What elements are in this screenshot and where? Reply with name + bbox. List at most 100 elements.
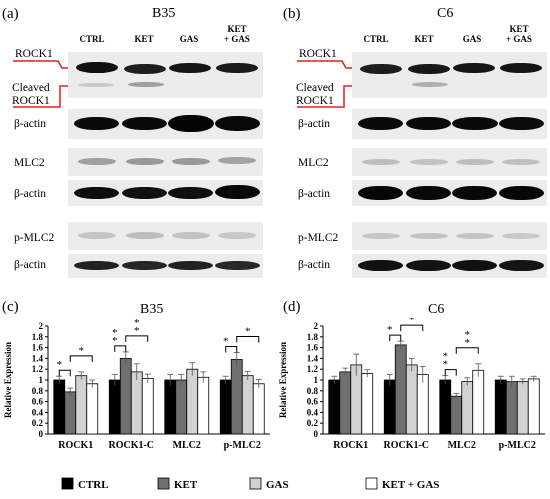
bar-ctrl xyxy=(494,379,507,435)
panel-label-a: (a) xyxy=(2,6,19,22)
x-tick-label: p-MLC2 xyxy=(224,440,261,451)
y-tick-label: 2 xyxy=(314,321,319,331)
blot-pmlc2-a xyxy=(68,222,263,250)
y-tick-label: 0.6 xyxy=(307,397,319,407)
blot-actin2-b xyxy=(352,180,547,206)
panel-label-c: (c) xyxy=(2,299,19,315)
significance-bracket xyxy=(125,335,149,342)
y-tick-label: 0 xyxy=(314,429,319,439)
bar-ket-gas xyxy=(252,383,265,435)
x-tick-label: ROCK1 xyxy=(58,440,93,451)
y-tick-label: 0.6 xyxy=(32,397,44,407)
significance-bracket xyxy=(225,345,238,353)
bar-ctrl xyxy=(164,379,177,435)
bar-ket xyxy=(119,358,132,435)
col-header-ket-a: KET xyxy=(134,34,154,44)
y-tick-label: 1.6 xyxy=(307,343,319,353)
bar-chart-d: Relative Expression00.20.40.60.811.21.41… xyxy=(278,318,545,451)
significance-star: * xyxy=(134,325,140,337)
bar-ctrl xyxy=(219,379,232,435)
significance-star: * xyxy=(465,329,471,341)
significance-bracket xyxy=(236,335,260,343)
y-axis-label: Relative Expression xyxy=(3,342,13,418)
legend-swatch xyxy=(61,477,74,490)
bar-ctrl xyxy=(383,379,396,435)
significance-star: * xyxy=(443,351,449,363)
bar-ket xyxy=(450,395,463,435)
row-label-pmlc2-a: p-MLC2 xyxy=(14,232,55,244)
bar-ket-gas xyxy=(416,374,429,435)
y-tick-label: 1.8 xyxy=(32,332,44,342)
significance-bracket xyxy=(58,369,71,377)
significance-bracket xyxy=(389,334,402,342)
row-label-mlc2-b: MLC2 xyxy=(298,157,329,169)
row-label-rock1-a: ROCK1 xyxy=(15,48,53,60)
row-label-cleaved-rock1-b: Cleaved ROCK1 xyxy=(296,82,334,107)
red-bracket-b xyxy=(297,60,356,108)
legend-swatch xyxy=(365,477,378,490)
col-header-ketgas-a: KET + GAS xyxy=(224,24,250,44)
y-tick-label: 0.4 xyxy=(307,407,319,417)
chart-title-c: B35 xyxy=(140,302,164,317)
bar-ket xyxy=(175,379,188,435)
panel-label-b: (b) xyxy=(283,6,301,22)
significance-star: * xyxy=(409,318,415,326)
blot-rock1-a xyxy=(68,52,263,98)
x-tick-label: ROCK1 xyxy=(333,440,368,451)
y-tick-label: 1.2 xyxy=(32,364,44,374)
x-tick-label: ROCK1-C xyxy=(383,440,429,451)
row-label-mlc2-a: MLC2 xyxy=(14,157,45,169)
legend-label: KET + GAS xyxy=(382,479,439,491)
legend-label: GAS xyxy=(266,479,289,491)
row-label-actin3-b: β-actin xyxy=(298,259,331,271)
bar-ket-gas xyxy=(361,373,374,435)
y-tick-label: 1.8 xyxy=(307,332,319,342)
bar-ket-gas xyxy=(472,369,485,435)
chart-title-d: C6 xyxy=(428,302,445,317)
row-label-actin1-a: β-actin xyxy=(14,118,47,130)
legend-label: KET xyxy=(174,479,198,491)
row-label-actin2-b: β-actin xyxy=(298,188,331,200)
panel-title-b: C6 xyxy=(437,6,454,21)
y-tick-label: 1.4 xyxy=(32,353,44,363)
col-header-gas-a: GAS xyxy=(179,34,199,44)
x-tick-label: p-MLC2 xyxy=(499,440,536,451)
blot-actin2-a xyxy=(68,180,263,206)
row-label-pmlc2-b: p-MLC2 xyxy=(298,232,339,244)
bar-gas xyxy=(461,381,474,435)
blot-actin3-a xyxy=(68,254,263,278)
x-tick-label: ROCK1-C xyxy=(108,440,154,451)
y-tick-label: 1.6 xyxy=(32,343,44,353)
y-tick-label: 0 xyxy=(39,429,44,439)
bar-ket-gas xyxy=(86,383,99,435)
bar-ket xyxy=(394,344,407,435)
significance-star: * xyxy=(465,337,471,349)
significance-star: * xyxy=(387,324,393,336)
legend-swatch xyxy=(249,477,262,490)
significance-bracket xyxy=(444,369,457,376)
bar-ket xyxy=(339,371,352,435)
bar-ctrl xyxy=(439,379,452,435)
bar-ket xyxy=(64,391,77,435)
bar-gas xyxy=(516,381,529,435)
significance-star: * xyxy=(57,359,63,371)
col-header-gas-b: GAS xyxy=(462,34,482,44)
bar-ctrl xyxy=(108,379,121,435)
bar-gas xyxy=(186,368,199,435)
significance-bracket xyxy=(69,355,93,362)
bar-ket-gas xyxy=(527,378,540,435)
bar-ket-gas xyxy=(197,376,210,435)
y-tick-label: 1.2 xyxy=(307,364,319,374)
significance-star: * xyxy=(443,359,449,371)
chart-legend: CTRL KET GAS KET + GAS xyxy=(61,477,439,491)
col-header-ctrl-b: CTRL xyxy=(363,34,389,44)
significance-star: * xyxy=(223,335,229,347)
row-label-actin3-a: β-actin xyxy=(14,259,47,271)
y-tick-label: 0.4 xyxy=(32,407,44,417)
significance-star: * xyxy=(112,327,118,339)
y-tick-label: 2 xyxy=(39,321,44,331)
significance-bracket xyxy=(455,347,479,354)
row-label-rock1-b: ROCK1 xyxy=(299,48,337,60)
legend-label: CTRL xyxy=(78,479,109,491)
y-tick-label: 0.8 xyxy=(307,386,319,396)
